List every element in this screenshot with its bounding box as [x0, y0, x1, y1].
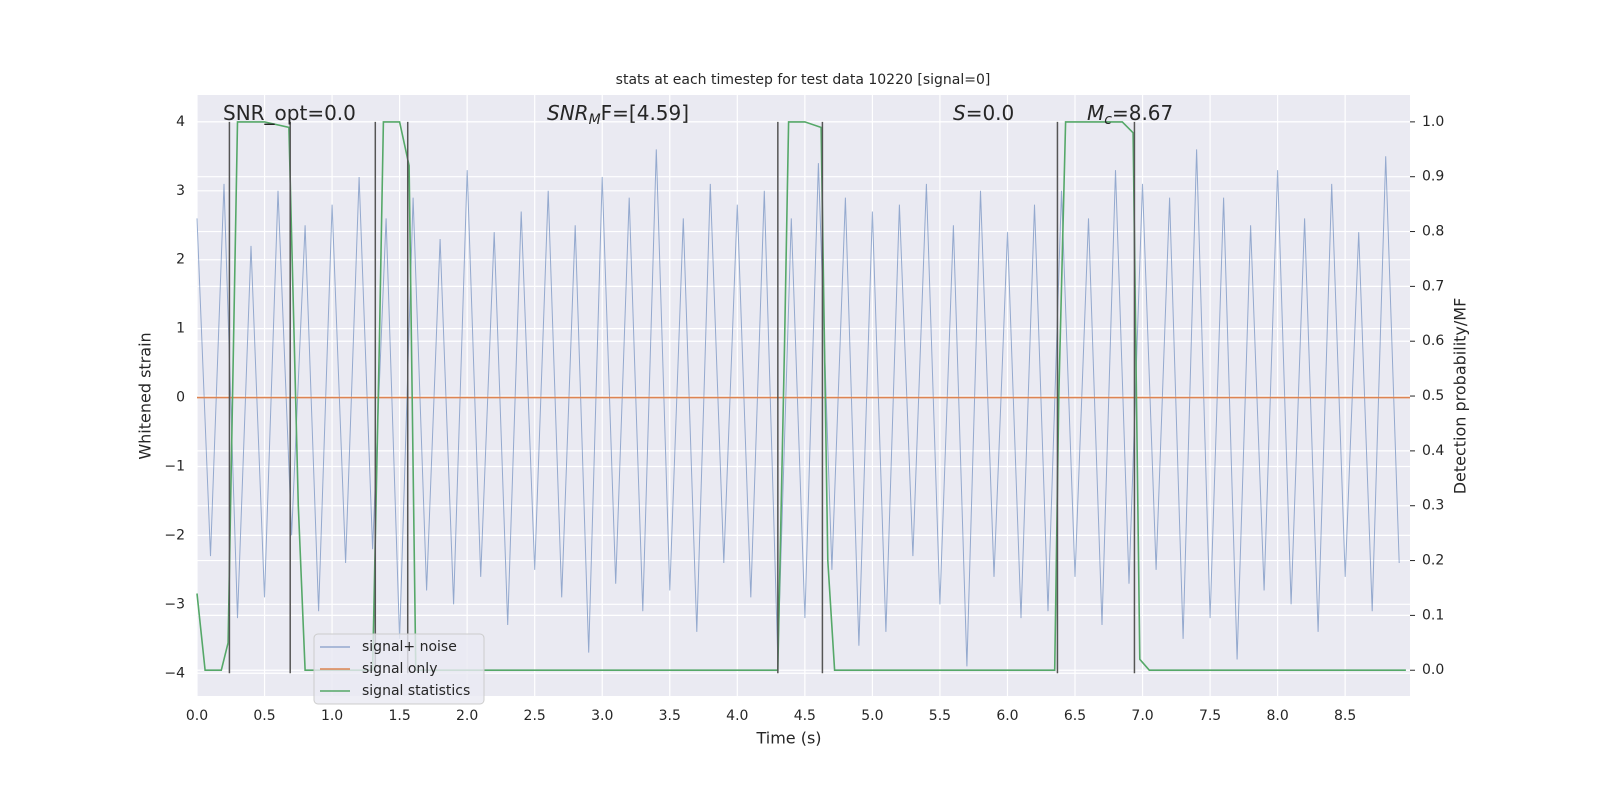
- annotation-sub: c: [1104, 112, 1112, 128]
- x-tick-label: 1.0: [321, 708, 343, 724]
- x-tick-label: 8.5: [1334, 708, 1356, 724]
- y-tick-label: 4: [176, 114, 185, 130]
- y-tick-label: 2: [176, 252, 185, 268]
- y-tick-label: 1: [176, 321, 185, 337]
- x-tick-label: 6.5: [1064, 708, 1086, 724]
- series-line: [196, 121, 1406, 671]
- y2-tick-label: 0.3: [1422, 498, 1444, 514]
- x-tick-label: 7.5: [1199, 708, 1221, 724]
- y2-tick-label: 0.0: [1422, 662, 1444, 678]
- y-tick-label: −2: [164, 527, 185, 543]
- x-axis-label: Time (s): [755, 729, 821, 748]
- y-tick-label: 3: [176, 183, 185, 199]
- x-tick-label: 5.0: [861, 708, 883, 724]
- x-tick-label: 0.0: [186, 708, 208, 724]
- x-tick-label: 2.5: [524, 708, 546, 724]
- y-tick-label: 0: [176, 390, 185, 406]
- x-tick-label: 3.5: [659, 708, 681, 724]
- annotation-base: SNR_opt=0.0: [223, 101, 356, 125]
- y-tick-label: −1: [164, 458, 185, 474]
- y2-tick-label: 0.1: [1422, 607, 1444, 623]
- annotation-base: M: [1087, 101, 1104, 125]
- annotation-base: SNR: [547, 101, 589, 125]
- annotation-tail: F=[4.59]: [601, 101, 689, 125]
- annotation-tail: =0.0: [966, 101, 1015, 125]
- legend-label: signal statistics: [362, 683, 470, 699]
- x-tick-label: 8.0: [1266, 708, 1288, 724]
- y-axis-label: Whitened strain: [136, 332, 155, 459]
- marks: [196, 121, 1410, 674]
- legend-label: signal+ noise: [362, 639, 457, 655]
- x-tick-label: 2.0: [456, 708, 478, 724]
- legend: signal+ noise signal only signal statistic…: [313, 633, 485, 705]
- grid: [196, 95, 1410, 696]
- x-tick-label: 6.0: [996, 708, 1018, 724]
- x-tick-label: 5.5: [929, 708, 951, 724]
- x-tick-label: 4.0: [726, 708, 748, 724]
- y2-tick-label: 0.7: [1422, 278, 1444, 294]
- y2-tick-label: 0.8: [1422, 224, 1444, 240]
- y2-axis-label: Detection probability/MF: [1451, 298, 1470, 495]
- annotation-base: S: [953, 101, 966, 125]
- annotation: SNR_opt=0.0: [223, 101, 356, 125]
- legend-label: signal only: [362, 661, 437, 677]
- annotation: Mc=8.67: [1087, 101, 1173, 129]
- y2-tick-label: 1.0: [1422, 114, 1444, 130]
- y2-tick-label: 0.9: [1422, 169, 1444, 185]
- annotation-tail: =8.67: [1112, 101, 1173, 125]
- y-tick-label: −3: [164, 596, 185, 612]
- x-tick-label: 3.0: [591, 708, 613, 724]
- y2-tick-label: 0.2: [1422, 553, 1444, 569]
- annotation: SNRMF=[4.59]: [547, 101, 689, 129]
- y-tick-label: −4: [164, 665, 185, 681]
- legend-box: [313, 633, 485, 705]
- x-tick-label: 7.0: [1131, 708, 1153, 724]
- x-tick-label: 1.5: [388, 708, 410, 724]
- annotation: S=0.0: [953, 101, 1014, 125]
- annotation-sub: M: [589, 112, 601, 128]
- x-tick-label: 0.5: [253, 708, 275, 724]
- x-tick-label: 4.5: [794, 708, 816, 724]
- chart-title: stats at each timestep for test data 102…: [616, 72, 991, 88]
- series-line: [196, 149, 1400, 667]
- y2-tick-label: 0.5: [1422, 388, 1444, 404]
- y2-tick-label: 0.4: [1422, 443, 1444, 459]
- y2-tick-label: 0.6: [1422, 333, 1444, 349]
